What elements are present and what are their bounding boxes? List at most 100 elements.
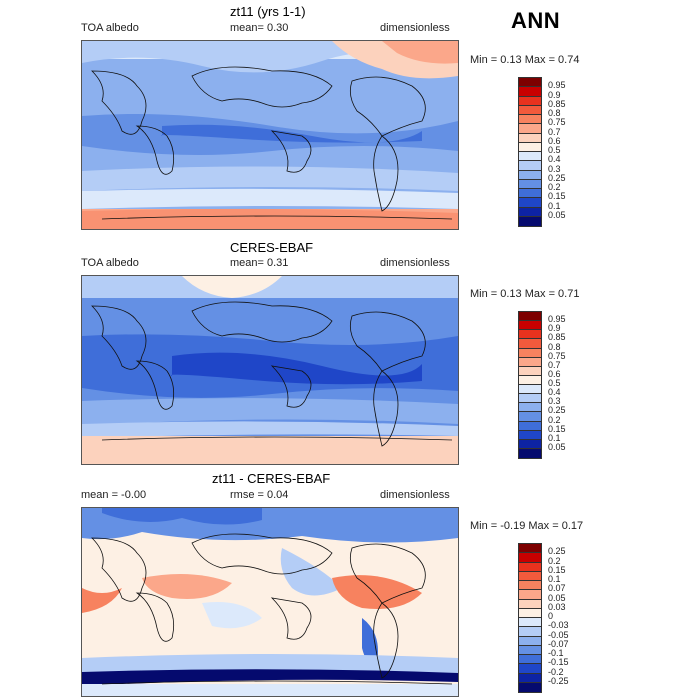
colorbar-tick-label: 0.75 — [548, 350, 566, 361]
panel1-map — [81, 40, 459, 230]
colorbar-tick-label: 0.15 — [548, 564, 566, 575]
colorbar-tick-label: 0.15 — [548, 423, 566, 434]
colorbar-tick-label: 0.05 — [548, 209, 566, 220]
colorbar-tick-label: 0.6 — [548, 368, 561, 379]
panel3-units-label: dimensionless — [380, 489, 450, 501]
colorbar-tick-label: 0.9 — [548, 323, 561, 334]
colorbar-tick-label: -0.05 — [548, 629, 569, 640]
panel1-title: zt11 (yrs 1-1) — [230, 4, 306, 19]
panel2-mean-label: mean= 0.31 — [230, 257, 289, 269]
colorbar-swatch — [519, 78, 541, 88]
colorbar-swatch — [519, 124, 541, 134]
colorbar-tick-label: 0.9 — [548, 89, 561, 100]
panel1-minmax: Min = 0.13 Max = 0.74 — [470, 54, 580, 66]
panel1-units-label: dimensionless — [380, 22, 450, 34]
panel3-rmse-label: rmse = 0.04 — [230, 489, 289, 501]
colorbar-swatch — [519, 142, 541, 152]
colorbar-tick-label: 0.25 — [548, 546, 566, 557]
colorbar-swatch — [519, 627, 541, 637]
colorbar-swatch — [519, 590, 541, 600]
colorbar-swatch — [519, 216, 541, 226]
colorbar-swatch — [519, 403, 541, 413]
colorbar-swatch — [519, 664, 541, 674]
panel2-minmax: Min = 0.13 Max = 0.71 — [470, 288, 580, 300]
colorbar-swatch — [519, 439, 541, 449]
colorbar-tick-label: 0.05 — [548, 592, 566, 603]
colorbar-tick-label: 0.03 — [548, 601, 566, 612]
colorbar-swatch — [519, 544, 541, 554]
colorbar-swatch — [519, 348, 541, 358]
colorbar-swatch — [519, 430, 541, 440]
colorbar-tick-label: 0.95 — [548, 314, 566, 325]
colorbar-tick-label: -0.1 — [548, 648, 564, 658]
colorbar-tick-label: 0.1 — [548, 200, 561, 211]
colorbar-tick-label: 0 — [548, 611, 554, 621]
colorbar-tick-label: 0.5 — [548, 145, 561, 155]
colorbar-swatch — [519, 152, 541, 162]
colorbar-swatch — [519, 562, 541, 572]
colorbar-tick-label: 0.4 — [548, 154, 561, 165]
panel1-colorbar — [518, 77, 542, 227]
colorbar-swatch — [519, 421, 541, 431]
colorbar-tick-label: 0.1 — [548, 574, 561, 584]
colorbar-tick-label: 0.25 — [548, 405, 566, 416]
colorbar-swatch — [519, 87, 541, 97]
colorbar-tick-label: -0.03 — [548, 620, 569, 631]
colorbar-tick-label: 0.25 — [548, 172, 566, 183]
colorbar-swatch — [519, 330, 541, 340]
panel1-variable-label: TOA albedo — [81, 22, 139, 34]
colorbar-swatch — [519, 448, 541, 458]
colorbar-swatch — [519, 161, 541, 171]
colorbar-swatch — [519, 366, 541, 376]
colorbar-swatch — [519, 357, 541, 367]
colorbar-tick-label: 0.75 — [548, 117, 566, 128]
colorbar-swatch — [519, 571, 541, 581]
panel3-minmax: Min = -0.19 Max = 0.17 — [470, 520, 584, 532]
colorbar-tick-label: 0.05 — [548, 441, 566, 452]
colorbar-swatch — [519, 682, 541, 692]
panel3-colorbar — [518, 543, 542, 693]
panel2-colorbar — [518, 311, 542, 459]
colorbar-swatch — [519, 394, 541, 404]
colorbar-swatch — [519, 207, 541, 217]
panel2-variable-label: TOA albedo — [81, 257, 139, 269]
colorbar-swatch — [519, 618, 541, 628]
colorbar-tick-label: 0.85 — [548, 98, 566, 109]
colorbar-swatch — [519, 608, 541, 618]
colorbar-tick-label: 0.2 — [548, 555, 561, 566]
colorbar-tick-label: 0.1 — [548, 432, 561, 443]
colorbar-swatch — [519, 312, 541, 322]
colorbar-swatch — [519, 170, 541, 180]
colorbar-tick-label: 0.8 — [548, 108, 561, 118]
colorbar-tick-label: 0.8 — [548, 341, 561, 352]
panel2-title: CERES-EBAF — [230, 240, 314, 255]
colorbar-tick-label: 0.3 — [548, 396, 561, 407]
colorbar-tick-label: 0.7 — [548, 359, 561, 370]
colorbar-tick-label: 0.85 — [548, 332, 566, 343]
colorbar-tick-label: 0.4 — [548, 387, 561, 398]
colorbar-swatch — [519, 655, 541, 665]
colorbar-swatch — [519, 645, 541, 655]
colorbar-swatch — [519, 599, 541, 609]
colorbar-swatch — [519, 412, 541, 422]
colorbar-swatch — [519, 198, 541, 208]
colorbar-swatch — [519, 553, 541, 563]
colorbar-swatch — [519, 189, 541, 199]
colorbar-swatch — [519, 636, 541, 646]
panel2-map — [81, 275, 459, 465]
panel3-title: zt11 - CERES-EBAF — [212, 471, 331, 486]
colorbar-swatch — [519, 321, 541, 331]
colorbar-tick-label: 0.15 — [548, 191, 566, 202]
colorbar-tick-label: 0.3 — [548, 163, 561, 174]
colorbar-swatch — [519, 115, 541, 125]
colorbar-swatch — [519, 339, 541, 349]
colorbar-tick-label: -0.15 — [548, 657, 569, 668]
colorbar-swatch — [519, 133, 541, 143]
colorbar-swatch — [519, 375, 541, 385]
colorbar-tick-label: 0.07 — [548, 583, 566, 594]
colorbar-tick-label: 0.2 — [548, 182, 561, 192]
colorbar-tick-label: 0.95 — [548, 80, 566, 91]
colorbar-tick-label: 0.2 — [548, 414, 561, 425]
colorbar-swatch — [519, 105, 541, 115]
colorbar-tick-label: 0.6 — [548, 135, 561, 146]
